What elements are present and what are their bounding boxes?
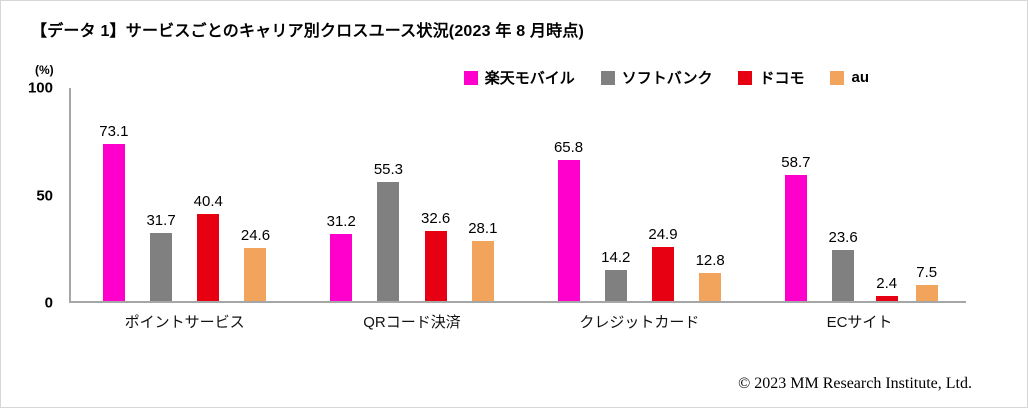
bar: 55.3 [374,161,403,301]
bar-value-label: 58.7 [781,153,811,171]
bar-value-label: 31.2 [326,212,356,230]
bar-value-label: 23.6 [828,229,858,247]
bar: 73.1 [99,123,128,301]
bar: 40.4 [194,193,223,301]
bar-value-label: 24.6 [240,227,271,245]
bar: 12.8 [696,252,725,301]
bar-rect [915,284,938,301]
bar-rect [197,214,220,301]
bar-rect [604,270,627,301]
bar: 23.6 [829,229,858,301]
category-label: ポイントサービス [124,314,245,331]
legend-label: 楽天モバイル [484,70,575,87]
bar: 31.2 [327,213,356,301]
bar: 24.9 [648,226,678,301]
bar: 28.1 [468,220,497,301]
legend-item: ドコモ [738,67,804,88]
copyright-credit: © 2023 MM Research Institute, Ltd. [738,375,972,392]
legend-swatch [463,70,478,85]
bar-value-label: 31.7 [146,211,176,229]
bar: 7.5 [915,263,938,301]
bar-group: 65.8 14.2 24.9 12.8 クレジットカード [554,88,725,331]
bar: 31.7 [146,211,176,301]
bar-rect [875,295,898,301]
bar-rect [471,240,494,301]
bar-value-label: 24.9 [648,226,678,244]
bar-rect [557,159,580,301]
legend-item: ソフトバンク [600,67,713,88]
bar-value-label: 12.8 [695,252,725,270]
bar-value-label: 32.6 [421,209,451,227]
y-axis-ticks: 100 50 0 [1,80,61,312]
bar-group: 73.1 31.7 40.4 24.6 ポイントサービス [99,88,270,331]
bar-rect [102,143,125,301]
bar: 58.7 [781,153,811,301]
y-tick-100: 100 [27,79,53,97]
bar-value-label: 2.4 [876,274,898,292]
bar: 14.2 [601,249,630,301]
legend-label: ドコモ [759,70,805,87]
category-label: クレジットカード [579,314,700,331]
bar-rect [832,250,855,301]
bar-rect [244,248,267,301]
category-label: QRコード決済 [363,314,461,331]
bar-value-label: 28.1 [468,219,498,237]
plot-area: 73.1 31.7 40.4 24.6 ポイントサービス 31.2 55.3 32.6 28.1… [69,88,966,331]
bar-value-label: 40.4 [193,193,223,211]
y-axis-unit-label: (%) [35,63,54,77]
bar-value-label: 65.8 [553,138,584,156]
bar-value-label: 7.5 [916,263,938,281]
bar: 65.8 [554,139,583,301]
y-tick-0: 0 [44,294,53,312]
legend-swatch [830,70,845,85]
bar: 2.4 [875,274,898,301]
legend-label: au [851,69,869,86]
bar-rect [330,233,353,301]
chart-title: 【データ 1】サービスごとのキャリア別クロスユース状況(2023 年 8 月時点… [31,23,585,40]
legend-item: 楽天モバイル [463,67,575,88]
bar: 32.6 [421,210,450,301]
legend-item: au [830,69,869,86]
bar-value-label: 55.3 [373,161,404,179]
legend-swatch [600,70,615,85]
bar-group: 31.2 55.3 32.6 28.1 QRコード決済 [327,88,498,331]
bar-rect [150,232,173,301]
bar-rect [424,230,447,301]
legend-swatch [738,70,753,85]
category-label: ECサイト [826,314,893,331]
bar-rect [784,174,807,301]
legend: 楽天モバイル ソフトバンク ドコモ au [463,67,869,88]
y-tick-50: 50 [36,187,53,204]
bar-value-label: 14.2 [601,249,631,267]
bar-rect [377,182,400,301]
bar-rect [651,247,674,301]
bar-value-label: 73.1 [99,122,129,140]
bar: 24.6 [241,227,270,301]
bar-group: 58.7 23.6 2.4 7.5 ECサイト [781,88,938,331]
legend-label: ソフトバンク [621,70,713,87]
bar-rect [699,273,722,301]
